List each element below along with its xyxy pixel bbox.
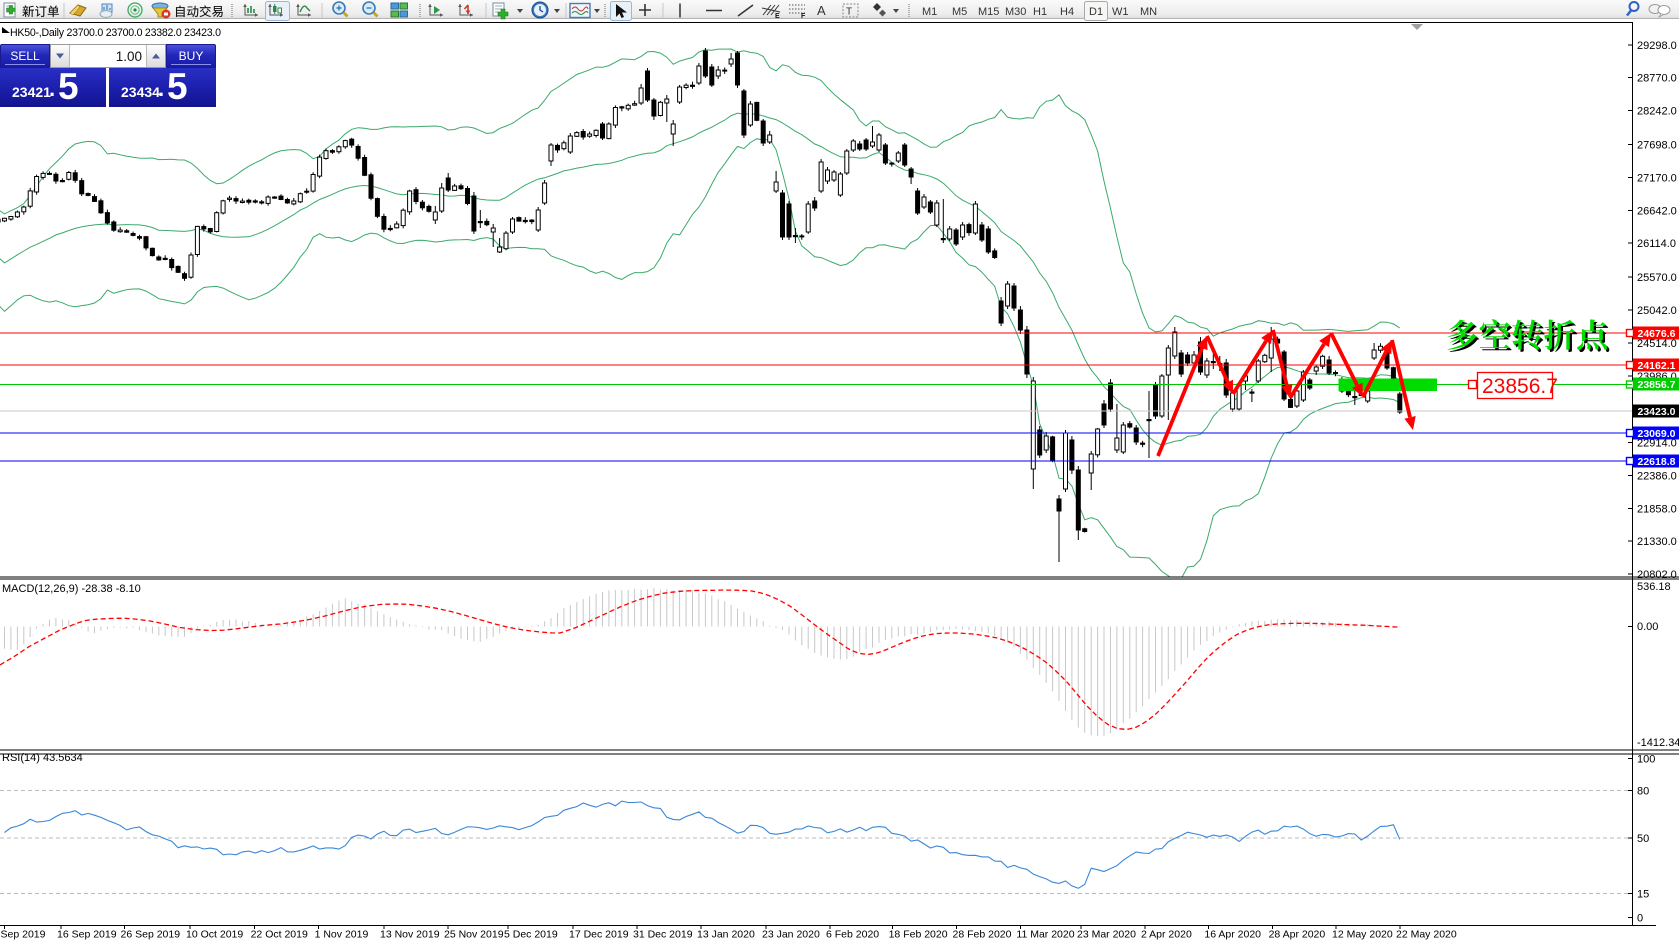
svg-text:-1412.34: -1412.34 [1637,737,1679,749]
svg-text:M15: M15 [978,6,999,18]
svg-text:26114.0: 26114.0 [1637,238,1676,250]
svg-text:23 Jan 2020: 23 Jan 2020 [762,929,820,941]
svg-text:H1: H1 [1033,6,1047,18]
svg-text:Sep 2019: Sep 2019 [1,929,46,941]
svg-text:24676.6: 24676.6 [1638,328,1676,340]
svg-text:28770.0: 28770.0 [1637,73,1677,85]
svg-text:M30: M30 [1005,6,1026,18]
svg-text:13 Jan 2020: 13 Jan 2020 [697,929,755,941]
svg-text:23069.0: 23069.0 [1638,428,1676,440]
svg-text:25042.0: 25042.0 [1637,305,1677,317]
svg-text:20802.0: 20802.0 [1637,569,1677,581]
svg-text:17 Dec 2019: 17 Dec 2019 [569,929,629,941]
svg-text:D1: D1 [1089,6,1103,18]
svg-text:E: E [775,13,780,20]
svg-text:M5: M5 [952,6,967,18]
svg-text:31 Dec 2019: 31 Dec 2019 [633,929,693,941]
svg-text:6 Feb 2020: 6 Feb 2020 [826,929,879,941]
svg-text:28 Apr 2020: 28 Apr 2020 [1269,929,1326,941]
svg-text:23 Mar 2020: 23 Mar 2020 [1077,929,1136,941]
svg-text:16 Sep 2019: 16 Sep 2019 [57,929,117,941]
svg-text:18 Feb 2020: 18 Feb 2020 [889,929,948,941]
svg-text:16 Apr 2020: 16 Apr 2020 [1204,929,1261,941]
svg-text:22618.8: 22618.8 [1638,456,1676,468]
svg-text:15: 15 [1637,889,1649,901]
svg-text:5 Dec 2019: 5 Dec 2019 [504,929,558,941]
svg-text:22386.0: 22386.0 [1637,471,1677,483]
svg-text:28242.0: 28242.0 [1637,106,1677,118]
svg-text:2 Apr 2020: 2 Apr 2020 [1141,929,1192,941]
svg-text:27170.0: 27170.0 [1637,172,1677,184]
svg-text:23423.0: 23423.0 [1638,406,1676,418]
svg-text:80: 80 [1637,785,1649,797]
svg-text:536.18: 536.18 [1637,581,1671,593]
svg-text:1 Nov 2019: 1 Nov 2019 [315,929,369,941]
svg-text:27698.0: 27698.0 [1637,140,1677,152]
svg-text:22 May 2020: 22 May 2020 [1396,929,1457,941]
svg-text:21858.0: 21858.0 [1637,503,1677,515]
svg-text:T: T [846,7,852,18]
svg-text:24162.1: 24162.1 [1638,360,1676,372]
svg-text:F: F [801,13,806,20]
svg-text:0: 0 [1637,913,1643,925]
svg-text:MACD(12,26,9) -28.38 -8.10: MACD(12,26,9) -28.38 -8.10 [2,583,141,595]
svg-text:MN: MN [1140,6,1157,18]
svg-text:21330.0: 21330.0 [1637,536,1677,548]
svg-text:23856.7: 23856.7 [1482,375,1558,398]
svg-text:29298.0: 29298.0 [1637,40,1677,52]
svg-text:26 Sep 2019: 26 Sep 2019 [121,929,181,941]
svg-text:M1: M1 [922,6,937,18]
svg-text:23856.7: 23856.7 [1638,379,1676,391]
svg-text:22 Oct 2019: 22 Oct 2019 [251,929,308,941]
svg-text:25 Nov 2019: 25 Nov 2019 [444,929,504,941]
svg-text:RSI(14) 43.5634: RSI(14) 43.5634 [2,752,83,764]
svg-text:100: 100 [1637,754,1655,766]
svg-text:0.00: 0.00 [1637,621,1658,633]
svg-text:12 May 2020: 12 May 2020 [1332,929,1393,941]
svg-text:22914.0: 22914.0 [1637,438,1677,450]
svg-text:11 Mar 2020: 11 Mar 2020 [1016,929,1074,941]
svg-text:A: A [817,3,826,18]
svg-text:24514.0: 24514.0 [1637,338,1677,350]
svg-text:50: 50 [1637,833,1649,845]
svg-text:13 Nov 2019: 13 Nov 2019 [380,929,440,941]
svg-text:25570.0: 25570.0 [1637,272,1677,284]
svg-text:W1: W1 [1112,6,1129,18]
svg-text:HK50-,Daily 23700.0 23700.0 2: HK50-,Daily 23700.0 23700.0 23382.0 2342… [10,27,221,39]
svg-text:10 Oct 2019: 10 Oct 2019 [186,929,243,941]
svg-text:28 Feb 2020: 28 Feb 2020 [953,929,1012,941]
svg-text:H4: H4 [1060,6,1074,18]
svg-text:26642.0: 26642.0 [1637,205,1677,217]
